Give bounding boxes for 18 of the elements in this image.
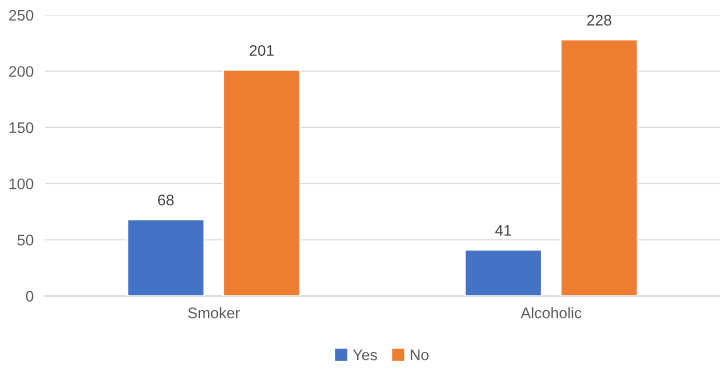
data-label: 228	[587, 14, 612, 26]
y-tick-label: 100	[10, 178, 34, 190]
bar	[126, 218, 205, 296]
y-tick-label: 50	[18, 234, 34, 246]
y-tick-label: 200	[9, 66, 34, 77]
data-label: 41	[495, 225, 512, 236]
bar	[560, 39, 638, 296]
data-label: 68	[158, 194, 174, 206]
bar	[464, 249, 542, 296]
legend-label: Yes	[352, 350, 378, 360]
data-label: 201	[250, 45, 274, 56]
bar	[222, 69, 301, 296]
legend-label: No	[410, 350, 429, 360]
x-tick-label: Alcoholic	[520, 307, 582, 318]
y-tick-label: 250	[9, 10, 34, 21]
x-tick-label: Smoker	[188, 307, 240, 318]
y-tick-label: 150	[10, 122, 34, 134]
y-tick-label: 0	[26, 290, 34, 302]
